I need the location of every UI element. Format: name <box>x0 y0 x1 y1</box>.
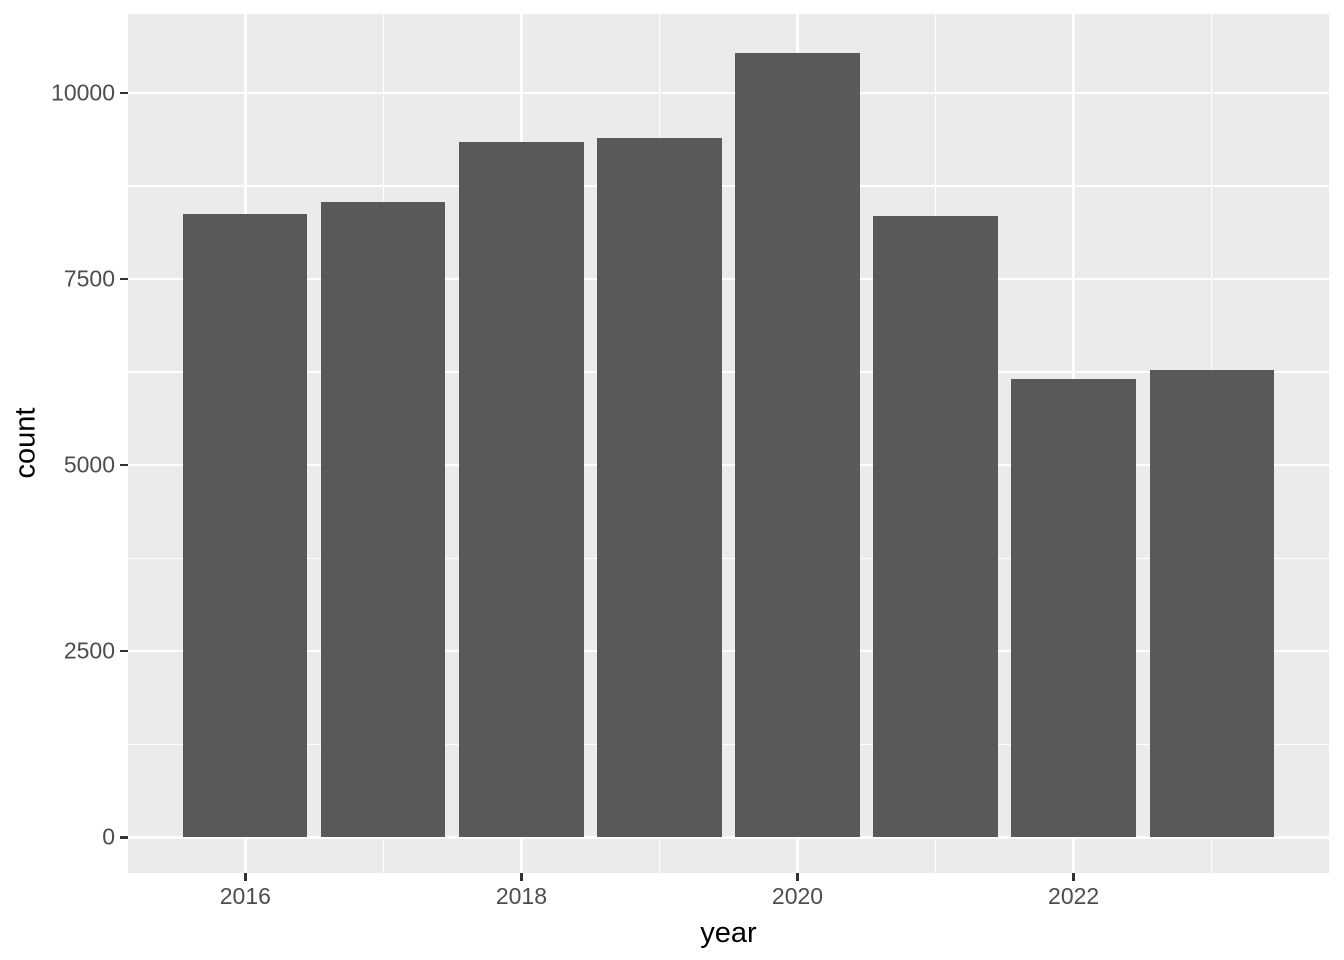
x-axis-title: year <box>700 917 757 949</box>
y-tick-5000 <box>120 463 128 467</box>
bar-2019 <box>597 137 722 838</box>
x-tick-label-2016: 2016 <box>219 883 271 909</box>
plot-panel <box>128 14 1329 873</box>
gridline-major-h <box>128 463 1329 467</box>
x-tick-label-2018: 2018 <box>495 883 548 909</box>
y-tick-0 <box>120 836 128 839</box>
bar-2016 <box>183 214 308 838</box>
gridline-minor-h <box>128 371 1329 373</box>
gridline-minor-h <box>128 557 1329 559</box>
y-tick-label-7500: 7500 <box>63 265 115 292</box>
y-tick-label-10000: 10000 <box>51 79 115 106</box>
bar-2017 <box>321 201 446 838</box>
y-axis: 0 2500 5000 7500 10000 <box>0 14 128 873</box>
y-tick-2500 <box>120 649 128 653</box>
y-tick-7500 <box>120 277 128 281</box>
gridline-major-h <box>128 277 1329 281</box>
x-tick-2018 <box>520 873 523 881</box>
bar-2022 <box>1011 378 1136 838</box>
y-tick-10000 <box>120 91 128 95</box>
x-axis: 2016 2018 2020 2022 <box>128 873 1329 919</box>
gridline-major-h <box>128 836 1329 839</box>
x-tick-2022 <box>1072 873 1075 881</box>
y-tick-label-2500: 2500 <box>63 637 115 664</box>
x-tick-2016 <box>244 873 247 881</box>
bar-2021 <box>873 215 998 838</box>
x-tick-label-2020: 2020 <box>771 883 824 909</box>
y-tick-label-5000: 5000 <box>63 451 115 478</box>
bar-2020 <box>735 52 860 838</box>
y-axis-title: count <box>9 407 42 479</box>
y-tick-label-0: 0 <box>102 823 115 850</box>
bar-2023 <box>1149 369 1274 838</box>
gridline-major-h <box>128 649 1329 653</box>
x-tick-2020 <box>796 873 799 881</box>
bar-2018 <box>459 142 584 838</box>
gridline-minor-h <box>128 743 1329 745</box>
gridline-minor-h <box>128 185 1329 187</box>
gridline-major-h <box>128 91 1329 95</box>
x-tick-label-2022: 2022 <box>1048 883 1100 909</box>
